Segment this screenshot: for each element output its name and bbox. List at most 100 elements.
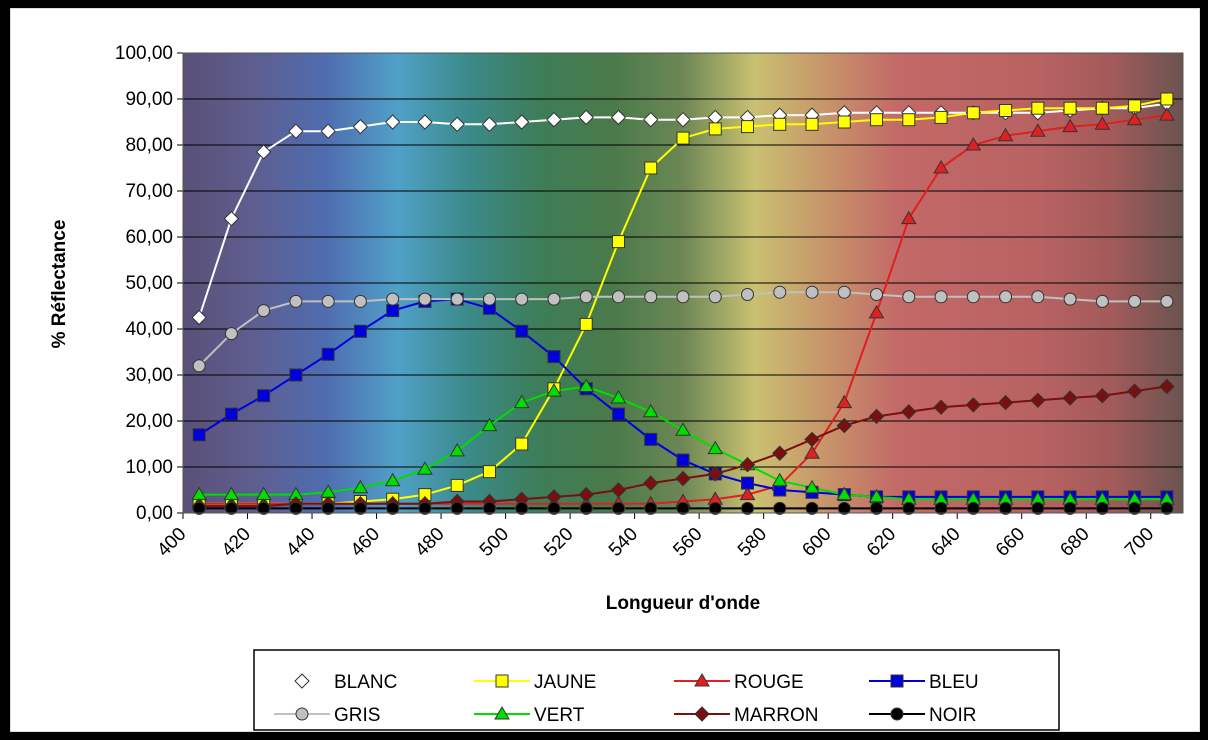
data-point-noir [805, 501, 819, 515]
plot-border [182, 52, 1184, 514]
data-point-vert [546, 383, 562, 397]
data-point-rouge [900, 210, 917, 225]
data-point-marron [707, 466, 723, 482]
y-tick-label: 100,00 [115, 43, 173, 64]
y-tick-label: 50,00 [125, 273, 173, 294]
y-tick-label: 30,00 [125, 365, 173, 386]
x-tick-label: 660 [992, 524, 1029, 561]
data-point-rouge [868, 304, 885, 319]
data-point-gris [611, 290, 625, 304]
x-tick-label: 600 [798, 524, 835, 561]
data-point-noir [708, 501, 722, 515]
x-tick-label: 580 [734, 524, 771, 561]
x-tick-label: 480 [411, 524, 448, 561]
y-tick-label: 80,00 [125, 135, 173, 156]
legend: BLANC JAUNE ROUGE BLEU GRIS VERT MARRON NOIR [274, 672, 979, 726]
legend-label: BLANC [334, 672, 397, 693]
data-point-rouge [997, 127, 1014, 142]
data-point-jaune [450, 478, 464, 492]
data-point-jaune [676, 131, 690, 145]
data-point-vert [449, 442, 466, 457]
data-point-noir [224, 501, 238, 515]
data-point-gris [515, 292, 529, 306]
data-point-vert [707, 440, 724, 455]
data-point-bleu [289, 368, 303, 382]
data-point-marron [868, 408, 885, 425]
y-tick-label: 70,00 [125, 181, 173, 202]
x-tick-label: 680 [1056, 524, 1093, 561]
legend-swatch-marker [890, 707, 904, 721]
data-point-gris [773, 285, 787, 299]
data-point-noir [1095, 501, 1109, 515]
data-point-bleu [741, 476, 755, 490]
legend-swatch-marker [694, 706, 710, 722]
data-point-jaune [708, 122, 722, 136]
data-point-jaune [1063, 101, 1077, 115]
data-point-rouge [1094, 116, 1111, 130]
x-axis-title: Longueur d'onde [606, 593, 760, 614]
data-point-blanc [643, 111, 659, 128]
data-point-noir [257, 501, 271, 515]
data-point-noir [386, 501, 400, 515]
data-point-vert [836, 486, 853, 501]
data-point-noir [1063, 501, 1077, 515]
data-point-rouge [1126, 111, 1143, 126]
data-point-noir [934, 501, 948, 515]
data-point-blanc [191, 309, 207, 326]
legend-item-jaune: JAUNE [474, 672, 596, 693]
data-point-noir [450, 501, 464, 515]
data-point-noir [999, 501, 1013, 515]
data-point-jaune [805, 117, 819, 131]
legend-item-marron: MARRON [674, 705, 818, 726]
data-point-noir [966, 501, 980, 515]
data-point-noir [773, 501, 787, 515]
data-point-bleu [321, 347, 335, 361]
x-tick-label: 400 [153, 524, 190, 561]
data-point-gris [966, 290, 980, 304]
x-tick-label: 560 [669, 524, 706, 561]
legend-item-bleu: BLEU [869, 672, 979, 693]
x-tick-label: 700 [1121, 524, 1158, 561]
data-point-jaune [579, 317, 593, 331]
data-point-jaune [870, 113, 884, 127]
line-chart: 0,00 10,00 20,00 30,00 40,00 50,00 60,00 70,00 8… [49, 43, 1184, 731]
data-point-blanc [449, 116, 465, 133]
data-point-vert [417, 461, 433, 475]
legend-label: GRIS [334, 705, 380, 726]
legend-label: MARRON [734, 705, 818, 726]
legend-item-noir: NOIR [869, 705, 977, 726]
data-point-jaune [741, 120, 755, 134]
data-point-noir [902, 501, 916, 515]
legend-label: ROUGE [734, 672, 804, 693]
legend-item-blanc: BLANC [274, 672, 397, 693]
data-point-bleu [611, 407, 625, 421]
data-point-gris [741, 288, 755, 301]
y-tick-label: 60,00 [125, 227, 173, 248]
data-point-blanc [610, 109, 627, 126]
data-point-vert [513, 394, 530, 409]
data-point-marron [772, 445, 788, 461]
data-point-vert [642, 403, 659, 418]
data-point-blanc [352, 118, 369, 135]
data-point-jaune [515, 437, 529, 451]
data-point-blanc [223, 210, 240, 227]
data-point-bleu [515, 324, 529, 338]
x-tick-label: 500 [476, 524, 513, 561]
data-point-rouge [739, 486, 756, 501]
data-point-gris [386, 292, 400, 306]
data-point-jaune [644, 161, 658, 175]
data-point-blanc [417, 114, 433, 130]
data-point-vert [384, 472, 401, 487]
data-point-noir [418, 501, 432, 515]
data-point-noir [611, 501, 625, 515]
data-point-gris [837, 285, 851, 299]
data-point-rouge [1029, 123, 1046, 137]
y-tick-label: 90,00 [125, 89, 173, 110]
data-point-vert [352, 479, 369, 494]
data-point-blanc [288, 123, 304, 139]
data-point-jaune [902, 113, 916, 127]
data-point-noir [870, 501, 884, 515]
legend-item-vert: VERT [474, 705, 585, 726]
data-point-vert [804, 479, 820, 494]
data-point-noir [741, 501, 755, 515]
